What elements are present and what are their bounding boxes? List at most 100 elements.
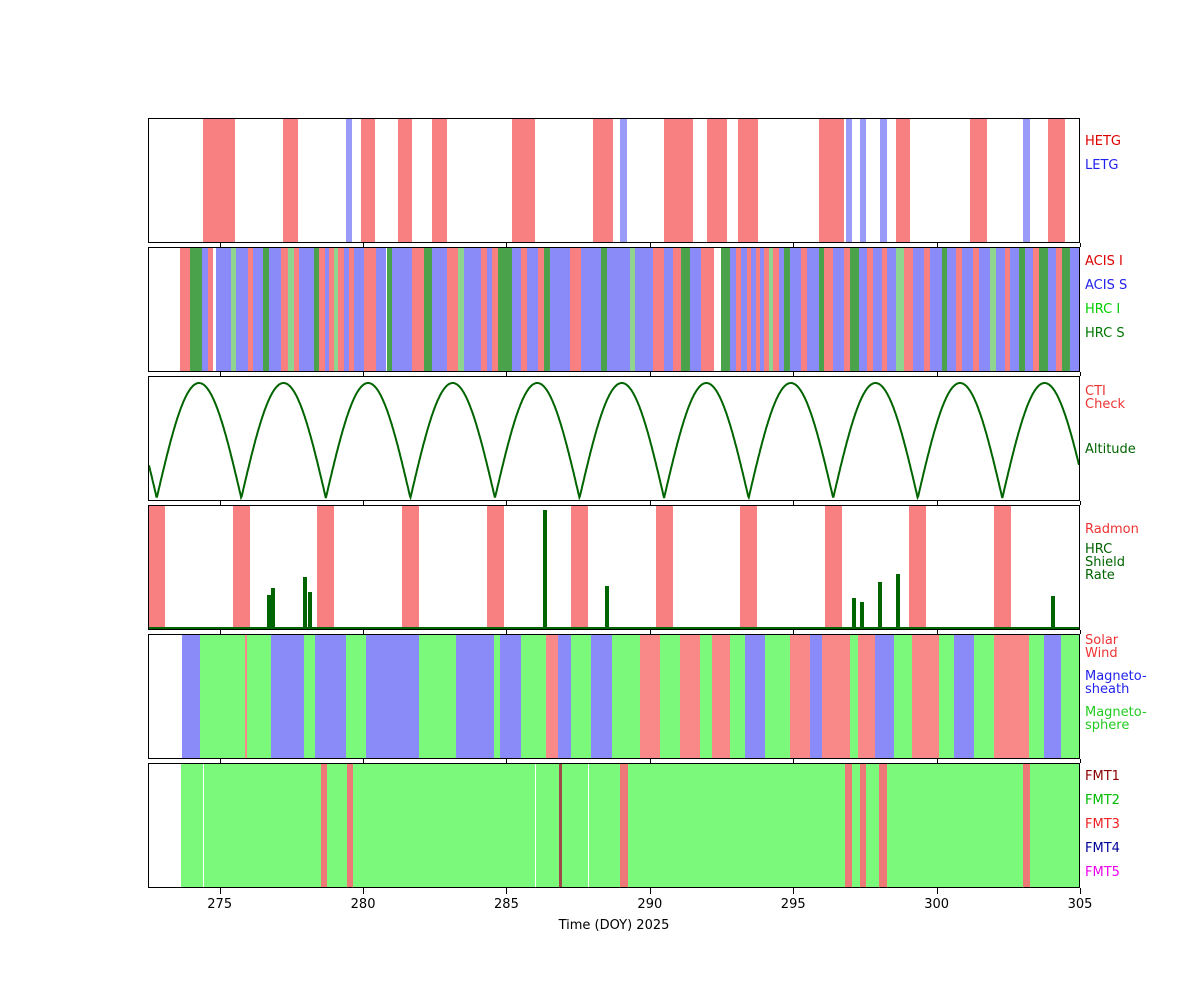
x-tick (219, 372, 221, 376)
instruments-acis-s-interval (759, 248, 765, 371)
telemetry-format-fmt3-interval (1023, 764, 1030, 887)
instruments-acis-i-interval (569, 248, 582, 371)
instruments-acis-i-interval (904, 248, 914, 371)
solar-wind-region-sphere-interval (1060, 635, 1079, 758)
solar-wind-region-sheath-interval (271, 635, 304, 758)
x-tick (649, 759, 651, 763)
x-tick (936, 243, 938, 247)
legend-altitude: Altitude (1085, 438, 1136, 462)
instruments-hrc-i-interval (287, 248, 294, 371)
hrc-shield-rate-spike (878, 582, 883, 629)
x-tick-label: 305 (1067, 897, 1093, 912)
instruments-acis-s-interval (549, 248, 570, 371)
gratings-hetg-interval (1047, 119, 1065, 242)
legend-line: HRC S (1085, 326, 1125, 341)
instruments-acis-i-interval (955, 248, 962, 371)
instruments-hrc-s-interval (498, 248, 513, 371)
instruments-acis-i-interval (755, 248, 760, 371)
legend-line: Altitude (1085, 442, 1136, 457)
x-tick (936, 888, 938, 894)
x-tick (649, 243, 651, 247)
instruments-hrc-s-interval (263, 248, 270, 371)
x-tick (649, 372, 651, 376)
gratings-letg-interval (346, 119, 353, 242)
x-tick-label: 275 (207, 897, 233, 912)
x-tick (219, 243, 221, 247)
radiation-radmon-interval (401, 506, 420, 629)
instruments-acis-i-interval (521, 248, 527, 371)
instruments-acis-i-interval (881, 248, 888, 371)
instruments-acis-s-interval (236, 248, 248, 371)
instruments-acis-i-interval (180, 248, 191, 371)
instruments-acis-i-interval (363, 248, 377, 371)
instruments-acis-s-interval (978, 248, 991, 371)
legend-line: sheath (1085, 682, 1130, 697)
x-tick (936, 372, 938, 376)
x-tick (1080, 630, 1081, 634)
instruments-acis-s-interval (392, 248, 413, 371)
gratings-hetg-interval (432, 119, 447, 242)
legend-line: LETG (1085, 158, 1119, 173)
instruments-acis-i-interval (329, 248, 334, 371)
telemetry-format-fmt3-interval (859, 764, 867, 887)
instruments-acis-i-interval (280, 248, 288, 371)
telemetry-format-gap-interval (202, 764, 204, 887)
gratings-letg-interval (1023, 119, 1031, 242)
instruments-acis-s-interval (996, 248, 1005, 371)
legend-line: Check (1085, 397, 1125, 412)
x-tick (363, 759, 365, 763)
telemetry-format-gap-interval (587, 764, 590, 887)
instruments-acis-s-interval (1047, 248, 1057, 371)
legend-line: HETG (1085, 134, 1122, 149)
instruments-acis-s-interval (526, 248, 539, 371)
x-tick (506, 372, 508, 376)
x-tick (936, 630, 938, 634)
hrc-shield-rate-spike (859, 602, 864, 629)
instruments-hrc-s-interval (386, 248, 393, 371)
panel-altitude (148, 376, 1080, 501)
instruments-acis-s-interval (201, 248, 208, 371)
x-tick (1080, 888, 1081, 894)
x-tick-label: 280 (350, 897, 376, 912)
instruments-acis-s-interval (1070, 248, 1079, 371)
instruments-acis-i-interval (735, 248, 742, 371)
legend-line: sphere (1085, 718, 1130, 733)
hrc-shield-rate-spike (307, 592, 312, 629)
gratings-hetg-interval (664, 119, 693, 242)
solar-wind-region-sphere-interval (700, 635, 713, 758)
x-tick (1080, 759, 1081, 763)
instruments-acis-i-interval (867, 248, 873, 371)
instruments-acis-s-interval (253, 248, 264, 371)
x-tick (219, 759, 221, 763)
legend-fmt5: FMT5 (1085, 861, 1120, 885)
solar-wind-region-sheath-interval (874, 635, 895, 758)
instruments-acis-s-interval (635, 248, 653, 371)
gratings-hetg-interval (397, 119, 413, 242)
solar-wind-region-sheath-interval (954, 635, 975, 758)
solar-wind-region-sheath-interval (181, 635, 200, 758)
legend-letg: LETG (1085, 154, 1118, 178)
radiation-radmon-interval (655, 506, 673, 629)
legend-line: Shield (1085, 555, 1125, 570)
x-tick (649, 630, 651, 634)
radiation-radmon-interval (824, 506, 843, 629)
gratings-hetg-interval (283, 119, 298, 242)
x-tick (1080, 501, 1081, 505)
x-tick (363, 372, 365, 376)
x-tick (936, 501, 938, 505)
legend-line: HRC I (1085, 302, 1121, 317)
instruments-acis-i-interval (293, 248, 300, 371)
solar-wind-region-sheath-interval (558, 635, 571, 758)
instruments-acis-s-interval (832, 248, 845, 371)
telemetry-format-fmt3-interval (347, 764, 354, 887)
instruments-acis-s-interval (353, 248, 364, 371)
instruments-acis-s-interval (947, 248, 956, 371)
telemetry-format-fmt3-interval (320, 764, 327, 887)
legend-solar-wind: Solar Wind (1085, 634, 1118, 660)
gratings-hetg-interval (512, 119, 536, 242)
solar-wind-region-sphere-interval (660, 635, 681, 758)
solar-wind-region-sphere-interval (418, 635, 456, 758)
instruments-acis-s-interval (324, 248, 330, 371)
instruments-acis-i-interval (538, 248, 544, 371)
